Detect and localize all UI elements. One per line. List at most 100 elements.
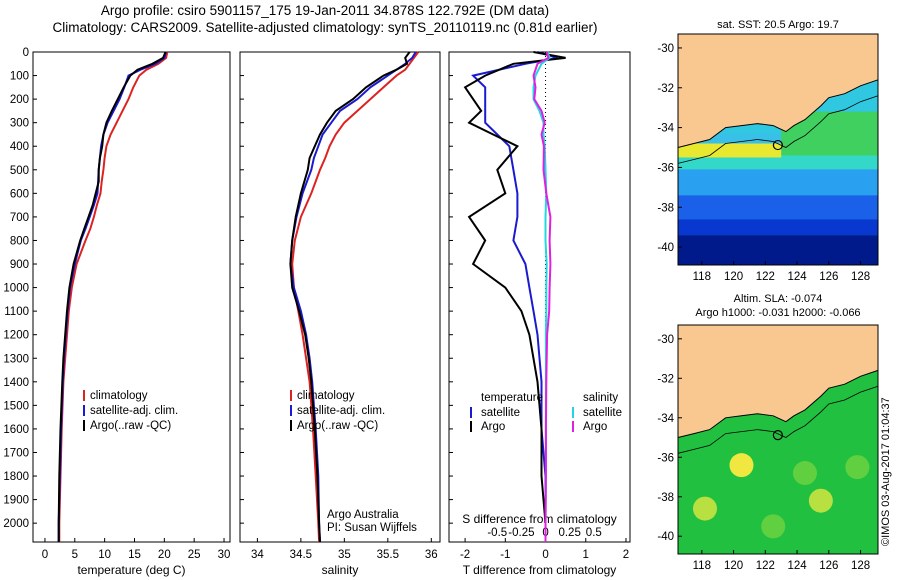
y-tick-label: 700: [10, 212, 29, 224]
s-tick-label: -0.25: [508, 527, 534, 539]
lat-tick-label: -40: [657, 531, 674, 543]
y-tick-label: 1700: [3, 447, 29, 459]
y-tick-label: 1400: [3, 377, 29, 389]
lon-tick-label: 122: [756, 271, 775, 283]
series-line-climatology: [291, 51, 420, 543]
series-line-argo---raw--qc-: [289, 51, 411, 543]
y-tick-label: 500: [10, 165, 29, 177]
map-sla: [677, 324, 879, 555]
lat-tick-label: -36: [657, 162, 674, 174]
lon-tick-label: 128: [851, 560, 870, 572]
x-tick-label: -1: [500, 549, 510, 561]
lat-tick-label: -38: [657, 202, 674, 214]
y-tick-label: 1000: [3, 283, 29, 295]
legend-label: satellite-adj. clim.: [90, 405, 178, 417]
series-line-argo---raw--qc-: [57, 51, 167, 542]
map-frame: [677, 324, 879, 555]
sst-map-title: sat. SST: 20.5 Argo: 19.7: [717, 19, 839, 31]
lon-tick-label: 126: [819, 271, 838, 283]
axes-frame-salinity: [239, 51, 441, 543]
x-tick-label: 30: [218, 549, 231, 561]
y-tick-label: 0: [23, 47, 29, 59]
lat-tick-label: -40: [657, 242, 674, 254]
y-tick-label: 1300: [3, 353, 29, 365]
y-tick-label: 1800: [3, 471, 29, 483]
coastline: [677, 79, 879, 148]
lat-tick-label: -34: [657, 123, 674, 135]
x-tick-label: 35.5: [377, 549, 399, 561]
s-tick-label: 0.25: [558, 527, 580, 539]
sla-blob: [792, 461, 817, 486]
sla-blob: [729, 453, 754, 478]
s-axis-label: S difference from climatology: [462, 512, 617, 526]
land: [678, 34, 878, 148]
legend-label: satellite-adj. clim.: [297, 405, 385, 417]
x-axis-label: T difference from climatology: [463, 563, 617, 577]
lat-tick-label: -30: [657, 334, 674, 346]
y-tick-label: 900: [10, 259, 29, 271]
lat-tick-label: -38: [657, 492, 674, 504]
y-tick-label: 2000: [3, 518, 29, 530]
legend-label: satellite: [481, 407, 520, 419]
y-tick-label: 300: [10, 118, 29, 130]
sst-band: [678, 235, 878, 265]
y-tick-label: 1600: [3, 424, 29, 436]
isobath: [677, 95, 879, 164]
lat-tick-label: -30: [657, 43, 674, 55]
series-line-temperature-argo: [463, 51, 566, 542]
x-tick-label: 34: [251, 549, 264, 561]
lon-tick-label: 118: [693, 560, 711, 572]
s-tick-label: 0.5: [586, 527, 602, 539]
lon-tick-label: 126: [819, 560, 838, 572]
x-tick-label: 1: [583, 549, 589, 561]
lon-tick-label: 120: [724, 271, 743, 283]
legend-label: climatology: [297, 390, 355, 402]
sla-map-title: Altim. SLA: -0.074: [734, 293, 823, 305]
series-line-salinity-argo: [532, 51, 552, 542]
lat-tick-label: -34: [657, 413, 674, 425]
profile-location-marker: [772, 430, 783, 441]
lon-tick-label: 124: [787, 560, 807, 572]
sla-blob: [845, 455, 870, 480]
x-tick-label: 5: [72, 549, 78, 561]
x-tick-label: -2: [460, 549, 470, 561]
plot-title-line2: Climatology: CARS2009. Satellite-adjuste…: [52, 20, 598, 35]
legend-label: Argo(..raw -QC): [90, 420, 171, 432]
x-tick-label: 35: [338, 549, 351, 561]
y-tick-label: 1200: [3, 330, 29, 342]
x-tick-label: 0: [42, 549, 48, 561]
series-line-satellite-adj--clim-: [289, 51, 417, 543]
x-tick-label: 2: [623, 549, 629, 561]
y-tick-label: 100: [10, 71, 29, 83]
watermark-text: ©IMOS 03-Aug-2017 01:04:37: [880, 397, 892, 546]
sla-blob: [808, 488, 833, 513]
x-tick-label: 10: [98, 549, 111, 561]
plot-title-line1: Argo profile: csiro 5901157_175 19-Jan-2…: [100, 3, 550, 18]
x-tick-label: 36: [425, 549, 438, 561]
x-axis-label: salinity: [322, 563, 359, 577]
x-tick-label: 15: [128, 549, 141, 561]
sla-map-subtitle: Argo h1000: -0.031 h2000: -0.066: [695, 307, 860, 319]
sst-band: [678, 195, 878, 220]
y-tick-label: 400: [10, 141, 29, 153]
lat-tick-label: -32: [657, 83, 674, 95]
lon-tick-label: 120: [724, 560, 743, 572]
x-tick-label: 0: [542, 549, 548, 561]
legend-label: satellite: [583, 407, 622, 419]
series-line-satellite-adj--clim-: [57, 51, 168, 542]
sst-band: [678, 143, 782, 158]
y-tick-label: 200: [10, 94, 29, 106]
sst-band: [678, 169, 878, 196]
series-line-climatology: [58, 51, 169, 542]
legend-title: salinity: [583, 392, 618, 404]
land: [678, 325, 878, 438]
map-sst: [677, 33, 879, 266]
annotation-text: PI: Susan Wijffels: [327, 522, 417, 534]
x-tick-label: 25: [188, 549, 201, 561]
axes-frame-temperature: [32, 51, 231, 543]
lon-tick-label: 124: [787, 271, 807, 283]
legend-title: temperature: [481, 392, 543, 404]
y-tick-label: 800: [10, 235, 29, 247]
x-axis-label: temperature (deg C): [77, 563, 185, 577]
sst-band: [678, 219, 878, 236]
